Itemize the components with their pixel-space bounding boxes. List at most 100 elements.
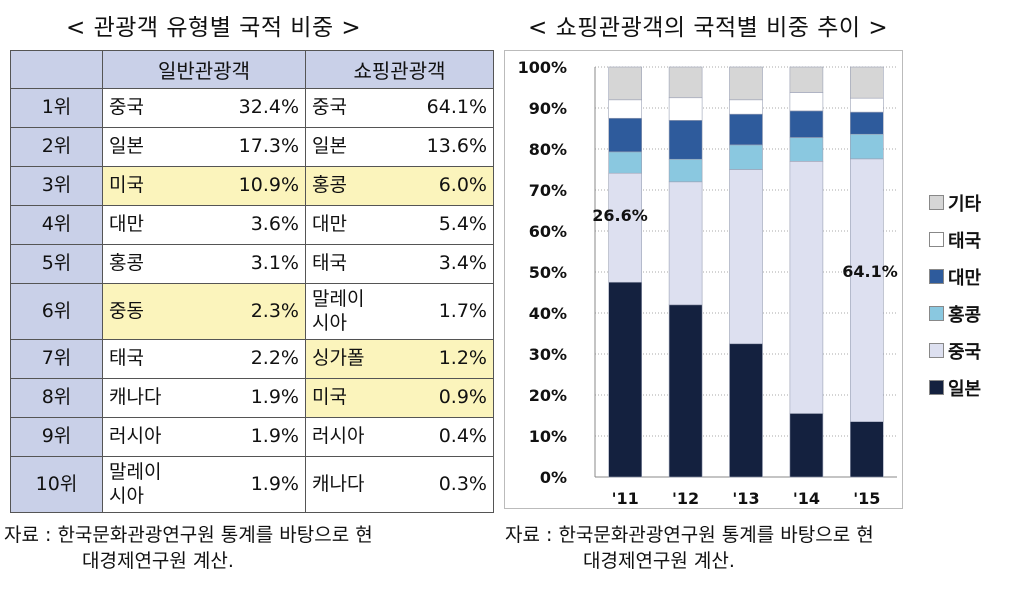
table-row: 5위 홍콩 3.1% 태국 3.4% (10, 244, 495, 284)
bar-segment (608, 151, 642, 174)
bar-segment (789, 161, 824, 414)
table-row: 1위 중국 32.4% 중국 64.1% (10, 88, 495, 128)
rank-cell: 6위 (10, 283, 103, 340)
source-left-line1: 자료 : 한국문화관광연구원 통계를 바탕으로 현 (4, 524, 373, 546)
rank-cell-text: 8위 (41, 386, 72, 409)
bar-segment (849, 111, 884, 135)
rank-cell: 8위 (10, 378, 103, 418)
general-share-cell: 17.3% (198, 127, 307, 167)
shopping-share-cell: 6.0% (394, 166, 495, 206)
general-share-cell-text: 1.9% (250, 386, 299, 409)
general-country-cell: 러시아 (102, 417, 199, 457)
shopping-country-cell: 싱가폴 (305, 339, 395, 379)
rank-cell: 7위 (10, 339, 103, 379)
general-share-cell: 3.6% (198, 205, 307, 245)
general-country-cell: 말레이 시아 (102, 456, 199, 513)
y-tick-label: 10% (529, 427, 567, 446)
rank-cell-text: 6위 (41, 299, 72, 322)
y-tick-label: 70% (529, 181, 567, 200)
rank-cell: 9위 (10, 417, 103, 457)
x-tick-label: '14 (793, 489, 820, 508)
shopping-share-cell: 0.9% (394, 378, 495, 418)
general-country-cell: 캐나다 (102, 378, 199, 418)
table-row: 3위 미국 10.9% 홍콩 6.0% (10, 166, 495, 206)
bar-segment (849, 66, 884, 99)
shopping-country-cell: 일본 (305, 127, 395, 167)
general-share-cell-text: 3.6% (250, 213, 299, 236)
bar-segment (729, 113, 763, 146)
bar-segment (608, 172, 642, 283)
general-country-cell: 중동 (102, 283, 199, 340)
shopping-country-cell-text: 일본 (312, 135, 347, 158)
source-note-right: 자료 : 한국문화관광연구원 통계를 바탕으로 현 대경제연구원 계산. (505, 523, 1024, 574)
general-share-cell-text: 1.9% (250, 472, 299, 495)
general-share-cell: 2.2% (198, 339, 307, 379)
general-country-cell-text: 일본 (109, 135, 144, 158)
x-tick-label: '12 (672, 489, 699, 508)
rank-cell-text: 5위 (41, 252, 72, 275)
rank-cell-text: 7위 (41, 347, 72, 370)
shopping-country-cell-text: 태국 (312, 252, 347, 275)
rank-cell: 4위 (10, 205, 103, 245)
bar-segment (608, 66, 642, 101)
general-share-cell: 2.3% (198, 283, 307, 340)
shopping-share-cell-text: 1.7% (438, 299, 487, 322)
general-country-cell-text: 태국 (109, 347, 144, 370)
rank-cell-text: 3위 (41, 174, 72, 197)
general-country-cell-text: 대만 (109, 213, 144, 236)
shopping-country-cell-text: 캐나다 (312, 472, 365, 495)
shopping-share-cell-text: 6.0% (438, 174, 487, 197)
general-share-cell: 32.4% (198, 88, 307, 128)
bar-segment (849, 158, 884, 422)
general-country-cell: 태국 (102, 339, 199, 379)
general-country-cell-text: 중국 (109, 96, 144, 119)
general-share-cell-text: 2.2% (250, 347, 299, 370)
rank-cell-text: 9위 (41, 425, 72, 448)
shopping-country-cell-text: 싱가폴 (312, 347, 365, 370)
bar-segment (668, 97, 703, 121)
bar-segment (668, 304, 703, 478)
x-tick-label: '13 (732, 489, 759, 508)
general-country-cell: 일본 (102, 127, 199, 167)
general-country-cell-text: 러시아 (109, 425, 162, 448)
source-note-left: 자료 : 한국문화관광연구원 통계를 바탕으로 현 대경제연구원 계산. (4, 523, 498, 574)
x-tick-label: '15 (853, 489, 880, 508)
bar-segment (729, 99, 763, 115)
general-share-cell: 10.9% (198, 166, 307, 206)
bar-segment (729, 343, 763, 478)
general-share-cell-text: 32.4% (238, 96, 299, 119)
general-share-cell-text: 2.3% (250, 299, 299, 322)
y-tick-label: 50% (529, 263, 567, 282)
shopping-share-cell: 1.2% (394, 339, 495, 379)
shopping-country-cell: 미국 (305, 378, 395, 418)
y-tick-label: 60% (529, 222, 567, 241)
general-country-cell-text: 홍콩 (109, 252, 144, 275)
shopping-country-cell: 중국 (305, 88, 395, 128)
general-share-cell-text: 1.9% (250, 425, 299, 448)
legend-swatch-icon (929, 306, 944, 321)
general-share-cell-text: 17.3% (238, 135, 299, 158)
legend-swatch-icon (929, 232, 944, 247)
legend-swatch-icon (929, 269, 944, 284)
bar-segment (789, 66, 824, 93)
right-chart-title: < 쇼핑관광객의 국적별 비중 추이 > (528, 15, 889, 41)
rank-cell: 3위 (10, 166, 103, 206)
y-tick-label: 0% (540, 468, 567, 487)
general-country-cell-text: 미국 (109, 174, 144, 197)
shopping-country-cell: 홍콩 (305, 166, 395, 206)
rank-cell-text: 10위 (35, 472, 78, 495)
y-tick-label: 90% (529, 99, 567, 118)
header-general-tourists: 일반관광객 (102, 50, 306, 89)
table-row: 8위 캐나다 1.9% 미국 0.9% (10, 378, 495, 418)
shopping-share-cell-text: 0.9% (438, 386, 487, 409)
general-country-cell: 대만 (102, 205, 199, 245)
bar-segment (849, 97, 884, 113)
rank-cell-text: 4위 (41, 213, 72, 236)
y-tick-label: 80% (529, 140, 567, 159)
stacked-bar-chart: 0% 10% 20% 30% 40% 50% 60% 70% 80% 90% 100% '11 '12 '… (518, 58, 898, 508)
rank-cell-text: 1위 (41, 96, 72, 119)
table-row: 6위 중동 2.3% 말레이 시아 1.7% (10, 283, 495, 340)
general-country-cell-text: 말레이 시아 (109, 460, 162, 507)
general-country-cell-text: 캐나다 (109, 386, 162, 409)
shopping-share-cell: 1.7% (394, 283, 495, 340)
